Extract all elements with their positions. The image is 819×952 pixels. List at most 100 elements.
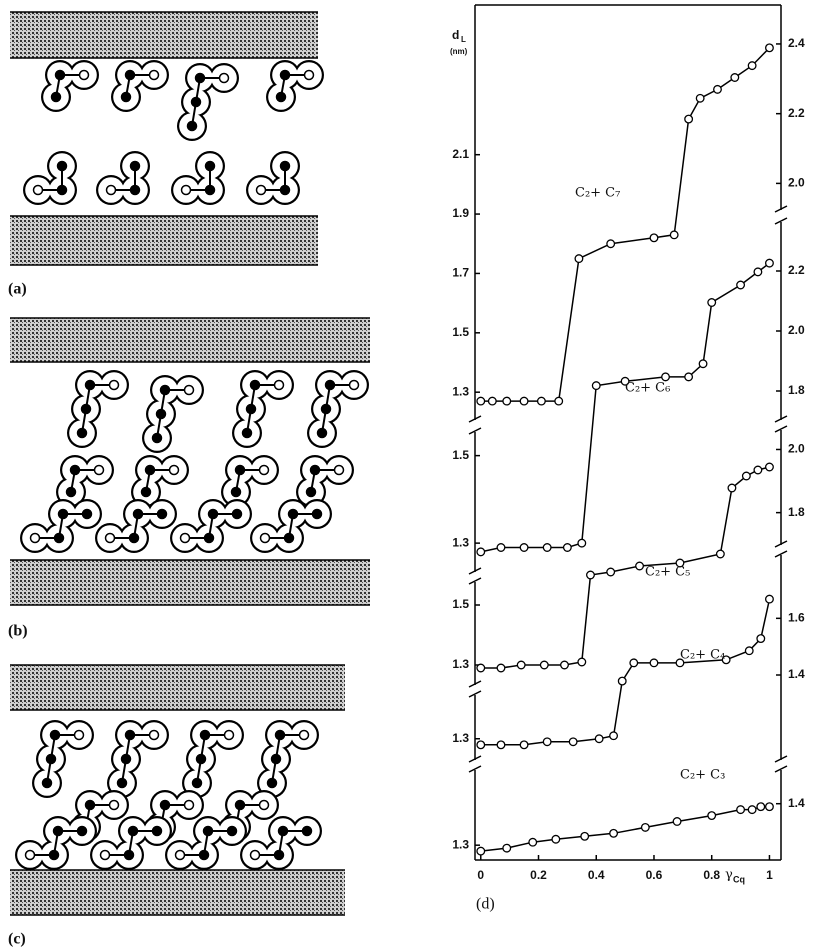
atom — [56, 71, 65, 80]
point — [520, 397, 528, 405]
atom — [277, 93, 286, 102]
atom — [181, 534, 190, 543]
y-tick-label: 1.5 — [452, 448, 469, 462]
point — [503, 844, 511, 852]
atom — [289, 510, 298, 519]
atom — [110, 801, 119, 810]
point — [737, 806, 745, 814]
molecule — [240, 816, 322, 870]
atom — [150, 71, 159, 80]
point — [766, 595, 774, 603]
y-axis-label-sub: L — [461, 35, 466, 44]
molecule — [95, 499, 177, 553]
molecule — [296, 455, 354, 507]
molecule — [107, 720, 169, 798]
atom — [300, 731, 309, 740]
point — [477, 664, 485, 672]
atom — [142, 488, 151, 497]
atom — [185, 801, 194, 810]
atom — [75, 731, 84, 740]
point — [642, 824, 650, 832]
point — [766, 803, 774, 811]
panel-label: (b) — [8, 623, 28, 640]
atom — [200, 851, 209, 860]
atom — [52, 93, 61, 102]
molecule — [41, 60, 99, 112]
atom — [55, 534, 64, 543]
atom — [279, 827, 288, 836]
atom — [318, 429, 327, 438]
atom — [196, 74, 205, 83]
atom — [170, 466, 179, 475]
point — [477, 548, 485, 556]
molecule — [182, 720, 244, 798]
molecule — [246, 151, 300, 205]
molecule — [221, 455, 279, 507]
atom — [285, 534, 294, 543]
atom — [43, 779, 52, 788]
atom — [209, 510, 218, 519]
point — [497, 741, 505, 749]
molecule — [23, 151, 77, 205]
point — [497, 664, 505, 672]
atom — [51, 731, 60, 740]
atom — [122, 93, 131, 102]
point — [503, 397, 511, 405]
point — [673, 818, 681, 826]
point — [737, 281, 745, 289]
plate — [10, 216, 318, 265]
line — [481, 807, 770, 851]
point — [520, 544, 528, 552]
curve-label: C₂+ C₆ — [625, 381, 670, 396]
point — [728, 484, 736, 492]
molecule — [177, 63, 239, 141]
atom — [146, 466, 155, 475]
plate — [10, 318, 370, 362]
point — [757, 803, 765, 811]
atom — [281, 186, 290, 195]
plate — [10, 560, 370, 605]
molecule — [307, 370, 369, 448]
y-tick-label: 1.5 — [452, 597, 469, 611]
atom — [220, 74, 229, 83]
point — [489, 397, 497, 405]
point — [581, 832, 589, 840]
point — [731, 74, 739, 82]
x-tick-label: 0.2 — [530, 868, 547, 882]
line — [481, 48, 770, 401]
point — [743, 472, 751, 480]
molecule — [257, 720, 319, 798]
atom — [67, 488, 76, 497]
point — [520, 741, 528, 749]
point — [757, 635, 765, 643]
y2-tick-label: 1.8 — [788, 505, 805, 519]
atom — [176, 851, 185, 860]
point — [540, 661, 548, 669]
point — [607, 568, 615, 576]
atom — [247, 405, 256, 414]
atom — [206, 162, 215, 171]
atom — [78, 827, 87, 836]
point — [685, 115, 693, 123]
line — [481, 263, 770, 552]
atom — [118, 779, 127, 788]
atom — [95, 466, 104, 475]
atom — [158, 510, 167, 519]
atom — [311, 466, 320, 475]
point — [618, 677, 626, 685]
atom — [193, 779, 202, 788]
point — [607, 240, 615, 248]
point — [555, 397, 563, 405]
molecule — [15, 816, 97, 870]
point — [708, 812, 716, 820]
y-tick-label: 1.3 — [452, 535, 469, 549]
atom — [268, 779, 277, 788]
molecule — [250, 499, 332, 553]
atom — [157, 410, 166, 419]
point — [766, 463, 774, 471]
point — [517, 661, 525, 669]
point — [745, 647, 753, 655]
y2-tick-label: 1.4 — [788, 667, 805, 681]
panel-label: (d) — [476, 896, 495, 913]
point — [543, 738, 551, 746]
